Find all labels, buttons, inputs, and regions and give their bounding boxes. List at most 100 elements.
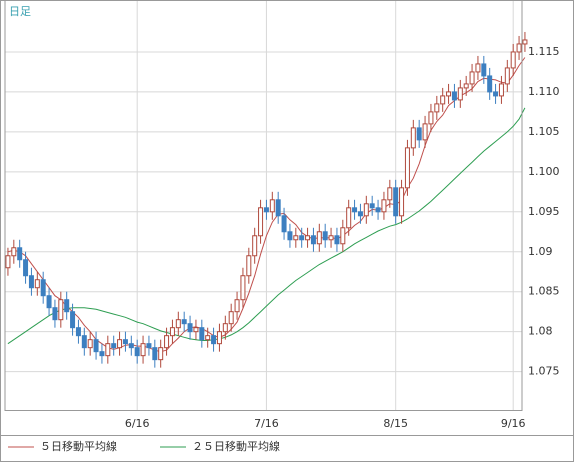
candle-body-down xyxy=(357,211,363,217)
candle-body-down xyxy=(134,347,140,357)
chart-title: 日足 xyxy=(9,5,31,18)
candle-body-down xyxy=(369,203,375,209)
candle-body-down xyxy=(81,335,87,349)
candle-body-down xyxy=(187,323,193,333)
candle-body-up xyxy=(510,51,516,69)
candle-body-down xyxy=(352,207,358,213)
candle-body-down xyxy=(93,339,99,353)
y-tick-label: 1.08 xyxy=(528,325,553,338)
candle-body-up xyxy=(234,299,240,313)
candle-body-up xyxy=(434,103,440,113)
candle-body-down xyxy=(40,279,46,297)
candle-body-up xyxy=(328,235,334,241)
candle-body-up xyxy=(169,327,175,337)
candle-body-down xyxy=(128,343,134,349)
candle-body-up xyxy=(252,235,258,257)
moving-average-line xyxy=(7,57,526,353)
candle-body-up xyxy=(158,347,164,361)
candle-body-up xyxy=(164,335,170,349)
axes: 1.075 1.08 1.085 1.09 1.095 1.100 1.105 1.110 1.… xyxy=(125,45,560,430)
candle-body-up xyxy=(58,299,64,321)
candle-body-up xyxy=(228,311,234,325)
candle-body-up xyxy=(381,199,387,213)
grid xyxy=(5,0,522,410)
candle-body-down xyxy=(416,127,422,141)
candle-body-up xyxy=(34,279,40,289)
candle-body-up xyxy=(346,207,352,229)
candle-body-down xyxy=(70,311,76,329)
candle-body-down xyxy=(299,235,305,241)
candle-body-up xyxy=(216,331,222,345)
plot-border xyxy=(4,0,523,411)
candle-body-down xyxy=(28,275,34,289)
candle-body-up xyxy=(363,203,369,217)
candle-body-up xyxy=(457,87,463,101)
candle-body-up xyxy=(87,339,93,349)
candle-body-down xyxy=(310,235,316,245)
candle-body-up xyxy=(340,227,346,245)
candle-body-up xyxy=(387,187,393,201)
candle-body-up xyxy=(522,39,528,45)
x-tick-label: 9/16 xyxy=(501,417,526,430)
y-tick-label: 1.075 xyxy=(528,365,560,378)
candles xyxy=(5,31,528,368)
candle-body-up xyxy=(504,67,510,85)
candle-body-up xyxy=(293,235,299,241)
candle-body-up xyxy=(246,255,252,277)
candle-body-up xyxy=(258,207,264,237)
candle-body-down xyxy=(181,319,187,325)
candle-body-up xyxy=(269,199,275,213)
legend-label: ２５日移動平均線 xyxy=(192,439,280,453)
candle-body-down xyxy=(375,207,381,213)
candle-body-up xyxy=(498,83,504,97)
candle-body-up xyxy=(428,111,434,125)
candle-body-down xyxy=(152,347,158,361)
candle-body-up xyxy=(305,235,311,241)
candle-body-up xyxy=(240,275,246,301)
candle-body-up xyxy=(410,127,416,149)
candle-body-down xyxy=(122,339,128,345)
candle-body-up xyxy=(193,327,199,333)
candle-body-down xyxy=(111,343,117,349)
candle-body-down xyxy=(211,335,217,345)
candle-body-down xyxy=(334,235,340,245)
candle-body-up xyxy=(5,255,11,269)
candle-body-down xyxy=(99,351,105,357)
y-tick-label: 1.100 xyxy=(528,165,560,178)
candle-body-up xyxy=(316,231,322,245)
candle-body-down xyxy=(199,327,205,341)
candle-body-down xyxy=(322,231,328,241)
candle-body-up xyxy=(399,187,405,217)
candle-body-up xyxy=(469,71,475,85)
candle-body-up xyxy=(175,319,181,329)
x-tick-label: 8/15 xyxy=(383,417,408,430)
candle-body-up xyxy=(422,123,428,141)
candle-body-up xyxy=(205,335,211,341)
candle-body-up xyxy=(446,91,452,97)
candle-body-down xyxy=(275,199,281,217)
candle-body-down xyxy=(263,207,269,213)
y-tick-label: 1.09 xyxy=(528,245,553,258)
candle-body-up xyxy=(105,343,111,357)
candle-body-up xyxy=(11,247,17,257)
moving-average-line xyxy=(7,107,526,345)
x-tick-label: 7/16 xyxy=(254,417,279,430)
candle-body-down xyxy=(146,343,152,349)
y-tick-label: 1.105 xyxy=(528,125,560,138)
candle-body-down xyxy=(487,75,493,93)
y-tick-label: 1.085 xyxy=(528,285,560,298)
legend-label: ５日移動平均線 xyxy=(40,439,117,453)
candle-body-down xyxy=(281,215,287,233)
candle-body-down xyxy=(52,307,58,321)
candle-body-down xyxy=(393,187,399,217)
x-tick-label: 6/16 xyxy=(125,417,150,430)
candle-body-down xyxy=(481,63,487,77)
candle-body-up xyxy=(440,95,446,105)
candle-body-down xyxy=(64,299,70,313)
y-tick-label: 1.110 xyxy=(528,85,560,98)
candle-body-down xyxy=(287,231,293,241)
y-tick-label: 1.115 xyxy=(528,45,560,58)
